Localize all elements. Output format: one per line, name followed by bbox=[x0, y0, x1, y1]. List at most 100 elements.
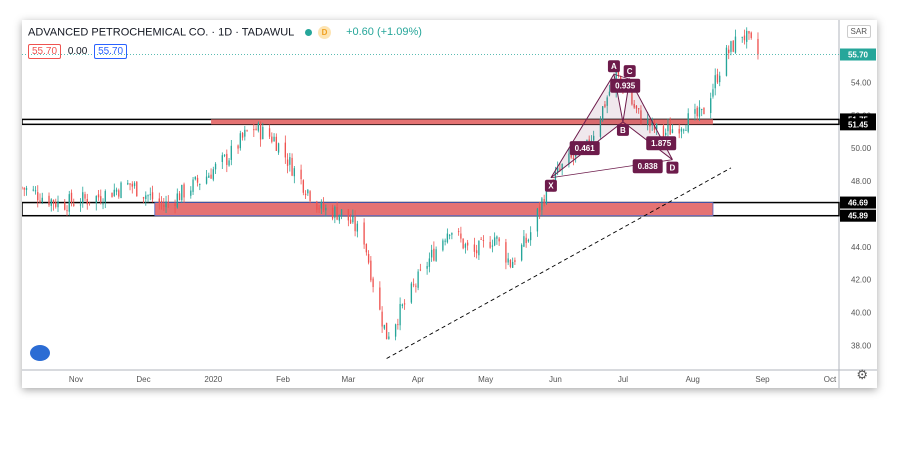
candle-body bbox=[716, 74, 719, 83]
price-axis-label: 51.45 bbox=[848, 120, 869, 129]
pattern-ac-line bbox=[613, 73, 630, 80]
pattern-ratio-box bbox=[646, 136, 677, 151]
candle-body bbox=[509, 260, 512, 267]
x-tick-label: Feb bbox=[276, 375, 290, 384]
candle-body bbox=[347, 209, 350, 221]
candle-body bbox=[466, 242, 469, 246]
candle-body bbox=[511, 261, 514, 268]
candle-body bbox=[230, 145, 232, 160]
candle-body bbox=[750, 32, 752, 38]
support-zone bbox=[154, 202, 714, 217]
candle-body bbox=[273, 136, 275, 142]
price-readout: 55.70 0.00 55.70 bbox=[28, 44, 131, 59]
pattern-ratio-label: 0.838 bbox=[638, 162, 659, 171]
candle-body bbox=[410, 283, 413, 303]
candle-body bbox=[426, 265, 428, 269]
candle-body bbox=[617, 69, 620, 76]
candle-body bbox=[57, 201, 59, 208]
gear-icon[interactable]: ⚙ bbox=[856, 367, 868, 382]
candle-body bbox=[606, 97, 608, 106]
candle-body bbox=[226, 153, 228, 165]
candle-body bbox=[556, 167, 559, 172]
candle-body bbox=[318, 208, 320, 210]
candle-body bbox=[334, 206, 336, 218]
candle-body bbox=[196, 177, 199, 183]
candle-body bbox=[415, 285, 417, 287]
candle-body bbox=[320, 201, 323, 209]
candle-body bbox=[460, 233, 462, 239]
candle-body bbox=[239, 133, 241, 149]
candle-body bbox=[417, 271, 419, 288]
candle-body bbox=[561, 163, 563, 170]
candle-body bbox=[212, 169, 214, 180]
pattern-ratio-label: 1.875 bbox=[651, 139, 672, 148]
x-tick-label: Sep bbox=[755, 375, 770, 384]
candle-body bbox=[84, 194, 86, 199]
candle-body bbox=[277, 143, 280, 153]
candle-body bbox=[559, 168, 561, 170]
tradingview-logo-icon[interactable] bbox=[30, 345, 50, 361]
candle-body bbox=[338, 214, 341, 221]
symbol-title[interactable]: ADVANCED PETROCHEMICAL CO. · 1D · TADAWU… bbox=[28, 26, 294, 39]
candle-body bbox=[208, 175, 210, 178]
price-axis-label: 46.69 bbox=[848, 199, 869, 208]
pattern-point-marker bbox=[544, 179, 557, 192]
candle-body bbox=[694, 109, 696, 114]
candle-body bbox=[102, 203, 104, 205]
candle-body bbox=[696, 107, 698, 117]
candle-body bbox=[541, 198, 543, 211]
candle-body bbox=[237, 145, 239, 149]
candle-body bbox=[599, 118, 602, 137]
candle-body bbox=[142, 197, 145, 199]
x-tick-label: Oct bbox=[824, 375, 837, 384]
y-tick-label: 40.00 bbox=[851, 308, 872, 317]
candle-body bbox=[651, 120, 653, 126]
candle-body bbox=[268, 128, 271, 137]
candle-body bbox=[118, 190, 120, 197]
pattern-point-marker bbox=[616, 123, 629, 136]
candle-body bbox=[451, 232, 453, 235]
pattern-ratio-box bbox=[632, 159, 663, 174]
candle-body bbox=[37, 192, 39, 201]
candle-body bbox=[401, 304, 404, 306]
candle-body bbox=[255, 128, 257, 131]
candle-body bbox=[183, 184, 185, 198]
candle-body bbox=[520, 244, 523, 261]
candle-body bbox=[419, 269, 422, 271]
candle-body bbox=[572, 157, 575, 159]
market-status-icon bbox=[304, 29, 312, 36]
pattern-ratio-label: 0.461 bbox=[575, 144, 596, 153]
candle-body bbox=[428, 258, 431, 267]
candle-body bbox=[647, 118, 649, 124]
candle-body bbox=[246, 130, 248, 132]
currency-badge[interactable]: SAR bbox=[846, 25, 871, 38]
candle-body bbox=[399, 303, 401, 326]
candle-body bbox=[241, 132, 244, 138]
price-axis-label-box bbox=[840, 48, 876, 61]
candle-body bbox=[104, 191, 106, 202]
candle-body bbox=[536, 208, 539, 232]
candle-body bbox=[491, 245, 494, 247]
candle-body bbox=[746, 30, 748, 42]
pattern-point-marker bbox=[607, 60, 620, 73]
x-tick-label: Dec bbox=[136, 375, 150, 384]
candle-body bbox=[32, 189, 34, 191]
candle-body bbox=[262, 126, 264, 140]
y-tick-label: 42.00 bbox=[851, 276, 872, 285]
candle-body bbox=[482, 240, 485, 242]
candle-body bbox=[687, 113, 689, 132]
price-chart[interactable]: 38.0040.0042.0044.0046.0048.0050.0052.00… bbox=[22, 20, 877, 388]
y-tick-label: 38.00 bbox=[851, 341, 872, 350]
candle-body bbox=[354, 216, 356, 232]
candle-body bbox=[64, 202, 66, 210]
candle-body bbox=[23, 187, 25, 190]
candle-body bbox=[120, 182, 122, 199]
candle-body bbox=[649, 120, 651, 127]
candle-body bbox=[388, 336, 390, 339]
candle-body bbox=[379, 287, 381, 310]
candle-body bbox=[145, 195, 147, 200]
candle-body bbox=[365, 243, 368, 253]
candle-body bbox=[147, 195, 149, 197]
candle-body bbox=[158, 198, 160, 203]
candle-body bbox=[291, 157, 293, 176]
